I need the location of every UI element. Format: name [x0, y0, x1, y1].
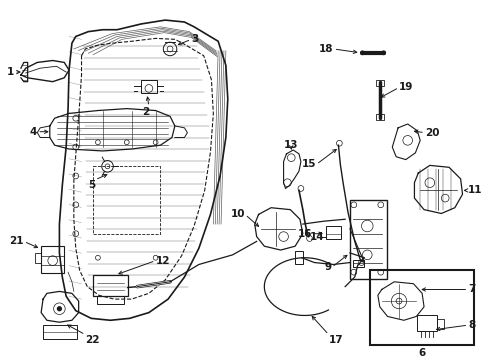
Text: 2: 2: [142, 107, 149, 117]
Text: 22: 22: [85, 335, 100, 345]
Bar: [93, 275, 128, 296]
Text: 6: 6: [418, 348, 426, 358]
Text: 5: 5: [88, 180, 95, 190]
Circle shape: [57, 307, 61, 311]
Circle shape: [360, 50, 365, 55]
Text: 16: 16: [298, 229, 313, 239]
Bar: [43, 325, 77, 338]
Text: 19: 19: [399, 82, 414, 93]
Text: 7: 7: [468, 284, 476, 294]
Bar: [437, 319, 444, 329]
Bar: [376, 80, 384, 86]
Text: 21: 21: [9, 237, 24, 246]
Text: 9: 9: [324, 262, 332, 273]
Text: 12: 12: [156, 256, 170, 266]
Text: 13: 13: [284, 140, 298, 150]
Bar: [295, 251, 303, 265]
Text: 17: 17: [329, 335, 343, 345]
Text: 11: 11: [468, 185, 483, 195]
Text: 10: 10: [231, 210, 245, 220]
Text: 18: 18: [319, 44, 334, 54]
Bar: [350, 200, 387, 279]
Text: 15: 15: [302, 159, 317, 170]
Bar: [41, 246, 64, 273]
Circle shape: [381, 50, 386, 55]
Bar: [326, 226, 342, 239]
Text: 3: 3: [191, 34, 198, 44]
Bar: [353, 260, 365, 267]
Bar: [370, 270, 474, 345]
Bar: [141, 80, 157, 93]
Text: 14: 14: [310, 232, 324, 242]
Bar: [417, 315, 437, 331]
Text: 4: 4: [30, 127, 37, 137]
Text: 1: 1: [7, 67, 14, 77]
Bar: [376, 114, 384, 120]
Bar: [97, 296, 124, 304]
Text: 8: 8: [468, 320, 476, 330]
Text: 20: 20: [425, 128, 440, 138]
Bar: [35, 253, 41, 262]
